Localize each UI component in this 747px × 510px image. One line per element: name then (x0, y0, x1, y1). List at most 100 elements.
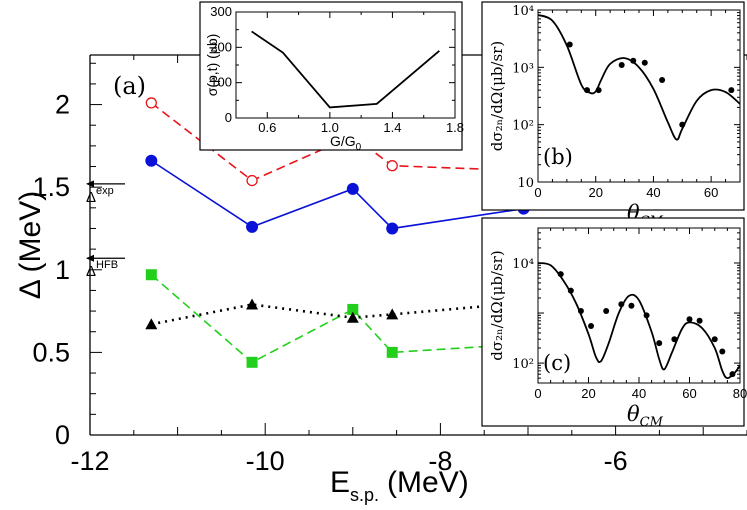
panel-c-data-point (557, 271, 564, 278)
series-line-red (150, 102, 524, 182)
panel-c-data-point (671, 336, 678, 343)
panel-b-data-point (679, 121, 686, 128)
panel-c-data-point (577, 307, 584, 314)
panel-c-x-axis-title-main: θ (627, 402, 640, 426)
panel-b-data-point (728, 87, 735, 94)
panel-b-frame (481, 1, 745, 211)
inset-x-tick-label: 0.6 (258, 120, 276, 135)
inset-y-axis-title: σ(p,t) (μb) (204, 34, 220, 97)
y-axis-title: Δ (MeV) (14, 191, 47, 299)
panel-b-data-point (618, 61, 625, 68)
panel-c-x-tick-label: 0 (534, 386, 541, 401)
panel-c-data-point (729, 371, 736, 378)
data-point-blue (386, 222, 399, 235)
inset-y-tick-label: 200 (210, 39, 232, 54)
panel-c-data-point (567, 287, 574, 294)
panel-b-x-tick-label: 20 (588, 185, 602, 200)
panel-c-x-tick-label: 40 (632, 386, 646, 401)
data-point-red (246, 174, 258, 187)
inset-y-tick-label: 300 (210, 4, 232, 19)
reference-arrowhead (86, 180, 94, 188)
data-point-black (386, 308, 399, 320)
inset-chart: 0.6 1.0 1.4 1.8 0 100 200 300 G/G0 σ(p,t) (μb) (199, 1, 464, 153)
y-tick-label: 2 (55, 90, 70, 120)
reference-arrowhead (86, 254, 94, 262)
panel-c-frame (481, 217, 745, 427)
inset-series-line (251, 30, 440, 109)
panel-c-data-point (618, 301, 625, 308)
panel-c-x-axis-title: θCM (627, 402, 664, 430)
series-line-green (150, 274, 524, 364)
x-axis-title-main: E (330, 466, 350, 499)
inset-x-axis-title-sub: 0 (356, 142, 362, 153)
panel-c-data-point (696, 317, 703, 324)
x-tick-label: -6 (604, 446, 628, 476)
inset-y-tick-label: 100 (210, 75, 232, 90)
panel-b-x-tick-label: 0 (534, 185, 541, 200)
data-point-blue (145, 154, 158, 167)
panel-c-data-point (603, 307, 610, 314)
inset-x-tick-label: 1.8 (446, 120, 464, 135)
panel-label-c: (c) (543, 351, 571, 375)
x-tick-label: -8 (428, 446, 452, 476)
panel-c-data-point (656, 340, 663, 347)
panel-label-b: (b) (543, 145, 573, 169)
panel-b-y-tick-label: 10 (517, 176, 534, 191)
panel-b-y-tick-label: 10³ (512, 61, 534, 76)
panel-c-y-axis-title: dσ₂ₙ/dΩ(μb/sr) (488, 250, 506, 360)
panel-b-y-tick-label: 10⁴ (512, 4, 534, 19)
y-tick-label: 1 (55, 255, 70, 285)
inset-x-axis-title: G/G0 (330, 133, 362, 153)
data-point-red (386, 160, 398, 172)
x-axis-title: Es.p. (MeV) (330, 466, 469, 505)
inset-x-tick-label: 1.0 (321, 120, 339, 135)
y-tick-label: 0 (55, 420, 70, 450)
x-axis-title-sub: s.p. (350, 485, 379, 505)
inset-frame (199, 1, 463, 151)
panel-b-data-point (584, 87, 591, 94)
panel-c-x-tick-label: 80 (733, 386, 747, 401)
panel-c-data-point (719, 348, 726, 355)
panel-c-chart: 0 20 40 60 80 10² 10⁴ θCM dσ₂ₙ/dΩ(μb/sr) (c) (481, 217, 747, 430)
panel-c-y-tick-label: 10⁴ (512, 257, 534, 272)
panel-b-x-tick-label: 40 (646, 185, 660, 200)
panel-c-data-point (588, 323, 595, 330)
x-tick-label: -12 (70, 446, 109, 476)
panel-b-y-axis-title: dσ₂ₙ/dΩ(μb/sr) (488, 41, 506, 151)
panel-b-data-point (566, 41, 573, 48)
inset-x-tick-label: 1.4 (383, 120, 401, 135)
inset-y-tick-label: 0 (225, 110, 232, 125)
series-line-blue (150, 160, 524, 230)
reference-label-superscript: HFB (96, 259, 118, 271)
panel-b-data-point (630, 57, 637, 64)
panel-c-y-tick-label: 10² (512, 357, 534, 372)
series-line-black (151, 301, 524, 326)
panel-label-a: (a) (113, 72, 146, 100)
panel-b-chart: 02040601010²10³10⁴θCMdσ₂ₙ/dΩ(μb/sr)(b) (481, 1, 745, 229)
reference-label-symbol: Δ (86, 263, 96, 280)
panel-c-data-point (628, 302, 635, 309)
data-point-blue (246, 220, 259, 233)
data-point-black (346, 311, 359, 323)
y-tick-label: 1.5 (32, 172, 70, 202)
panel-b-data-point (595, 87, 602, 94)
panel-b-x-tick-label: 60 (704, 185, 718, 200)
panel-b-data-point (641, 59, 648, 66)
data-point-green (145, 269, 157, 281)
panel-c-theory-curve (537, 262, 741, 380)
reference-label: Δexp (86, 185, 114, 206)
data-point-green (386, 346, 398, 358)
x-axis-title-unit: (MeV) (387, 466, 469, 499)
data-point-black (246, 298, 259, 310)
y-tick-label: 0.5 (32, 337, 70, 367)
data-point-red (145, 97, 157, 109)
panel-b-data-point (659, 77, 666, 84)
panel-b-y-tick-label: 10² (512, 119, 534, 134)
panel-c-x-tick-label: 20 (581, 386, 595, 401)
x-tick-label: -10 (246, 446, 285, 476)
panel-c-data-point (643, 312, 650, 319)
panel-c-x-axis-title-sub: CM (640, 415, 664, 430)
reference-label: ΔHFB (86, 259, 118, 280)
panel-c-x-tick-label: 60 (682, 386, 696, 401)
